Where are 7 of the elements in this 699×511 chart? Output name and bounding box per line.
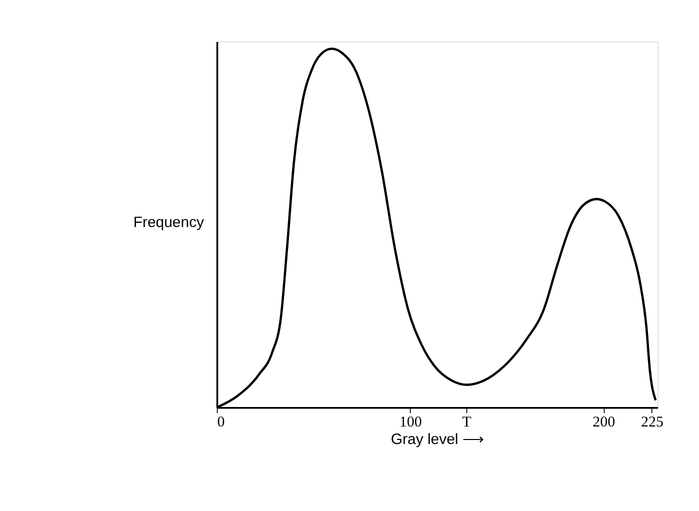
y-axis-title: Frequency (133, 214, 205, 232)
x-tick-label: T (462, 414, 472, 430)
x-tick-label: 0 (217, 414, 225, 430)
x-tick-label: 100 (399, 414, 422, 430)
x-axis-title: Gray level ⟶ (390, 431, 484, 448)
x-tick-label: 200 (592, 414, 616, 430)
x-tick-label: 225 (640, 414, 664, 430)
